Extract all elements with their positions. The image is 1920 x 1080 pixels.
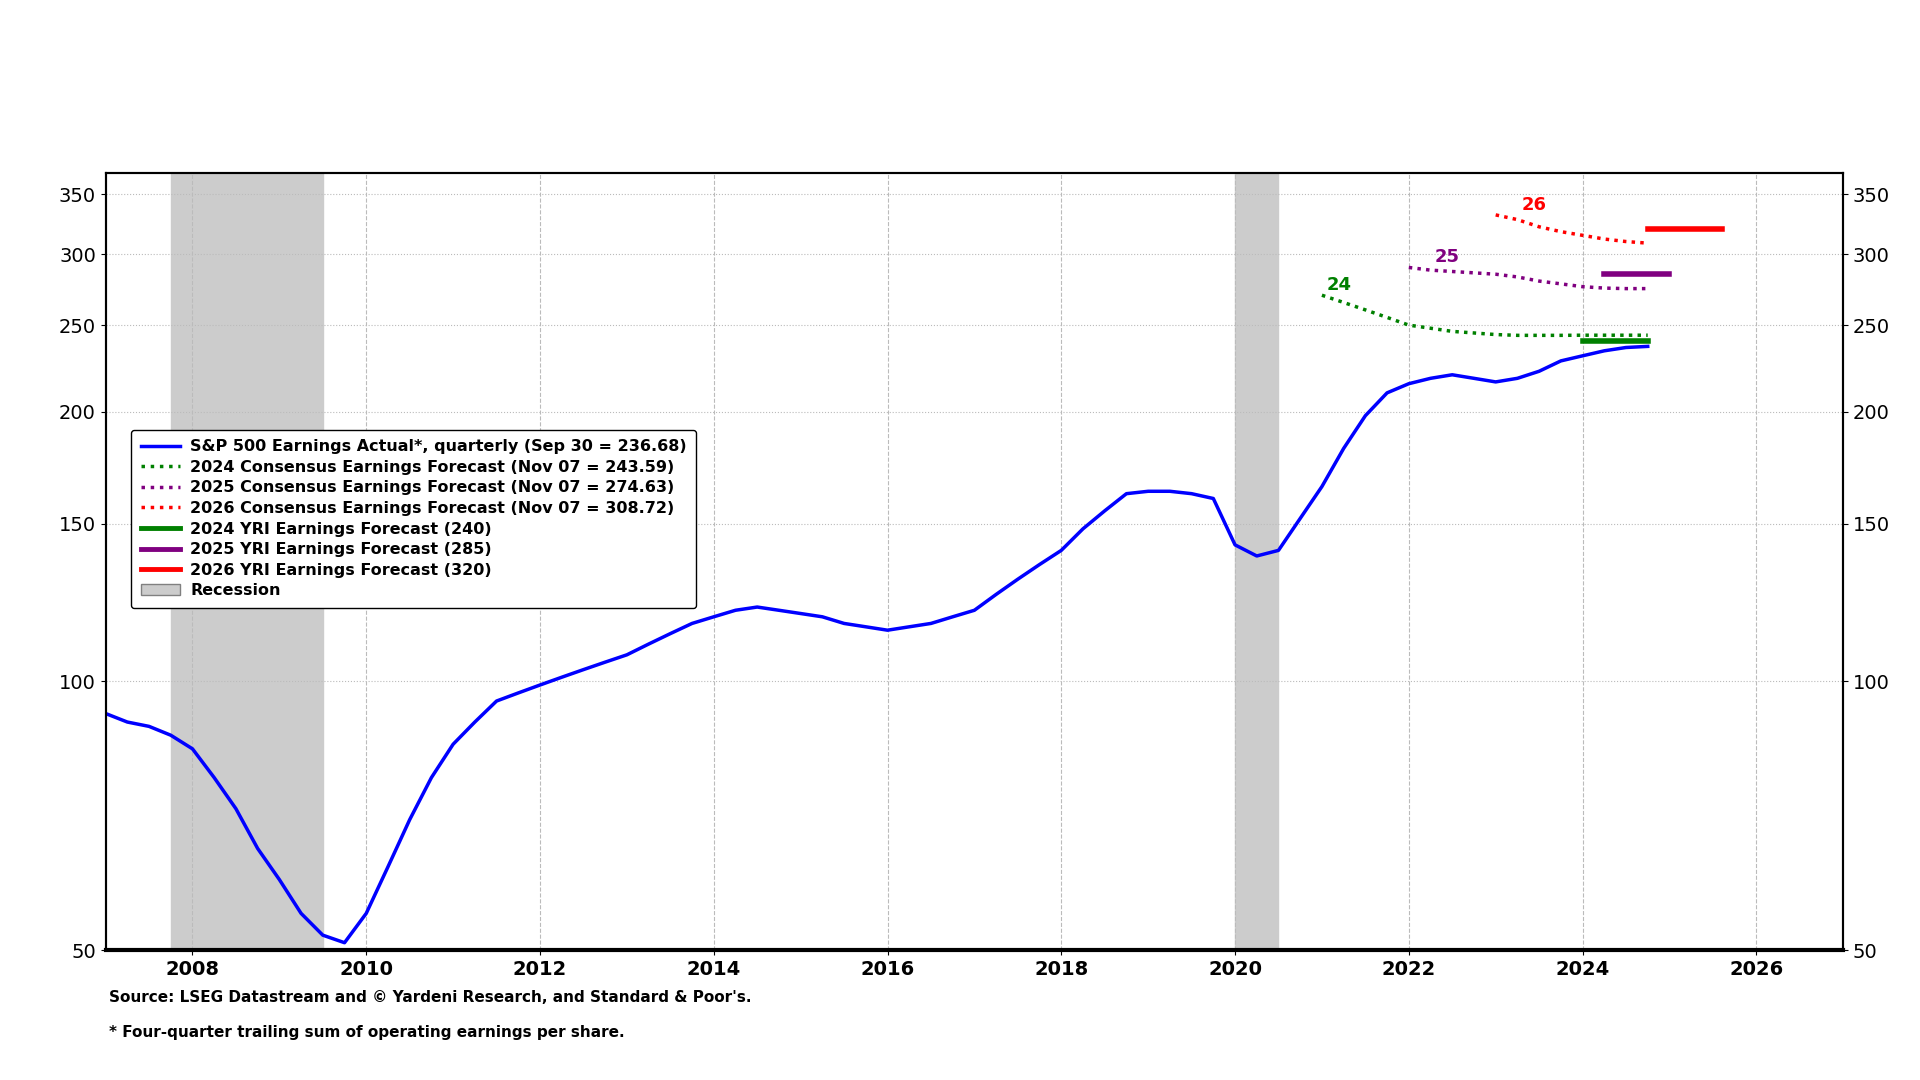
Text: Source: LSEG Datastream and © Yardeni Research, and Standard & Poor's.: Source: LSEG Datastream and © Yardeni Re… — [109, 990, 753, 1005]
Text: 24: 24 — [1327, 275, 1352, 294]
Text: S&P 500 OPERATING EARNINGS PER SHARE & YRI FORECASTS: S&P 500 OPERATING EARNINGS PER SHARE & Y… — [146, 73, 872, 93]
Legend: S&P 500 Earnings Actual*, quarterly (Sep 30 = 236.68), 2024 Consensus Earnings F: S&P 500 Earnings Actual*, quarterly (Sep… — [131, 430, 697, 608]
Text: * Four-quarter trailing sum of operating earnings per share.: * Four-quarter trailing sum of operating… — [109, 1025, 626, 1040]
Text: 26: 26 — [1523, 195, 1548, 214]
Text: 25: 25 — [1434, 248, 1459, 266]
Text: (dollars per share, ratio scale, weekly): (dollars per share, ratio scale, weekly) — [313, 131, 705, 149]
Bar — [1235, 173, 1279, 950]
Bar — [171, 173, 323, 950]
